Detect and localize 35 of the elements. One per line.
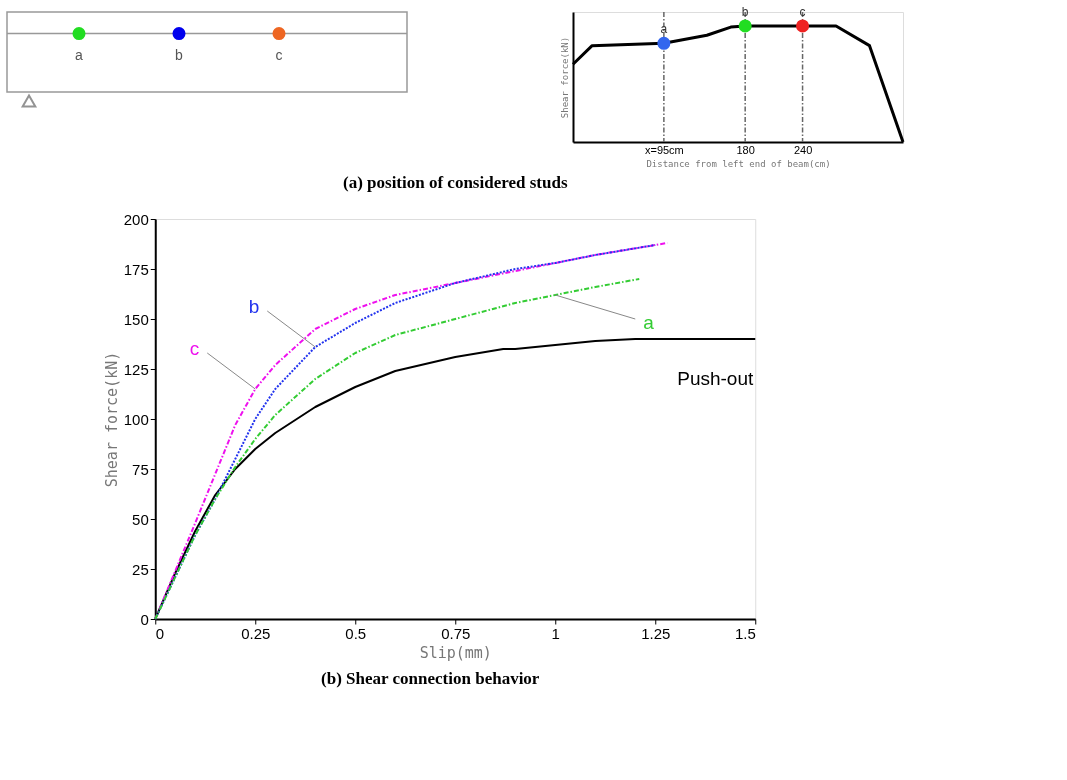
x-tick-label: 0.75	[441, 624, 471, 642]
x-tick-label: x=95cm	[644, 143, 684, 156]
x-tick-label: 0	[155, 624, 165, 642]
y-tick-label: 150	[123, 310, 149, 328]
text: c	[275, 47, 283, 63]
y-tick-label: 50	[132, 510, 149, 528]
x-tick-label: 240	[793, 143, 813, 156]
text: b	[175, 47, 184, 63]
annotation: c	[799, 4, 806, 19]
text: (a) position of considered studs	[343, 172, 568, 192]
y-tick-label: 125	[123, 360, 149, 378]
text: c	[189, 338, 200, 359]
y-tick-label: 0	[140, 610, 149, 628]
y-tick-label: 100	[123, 410, 149, 428]
y-tick-label: 175	[123, 260, 149, 278]
series-label: Push-out	[677, 368, 754, 389]
x-axis-title: Distance from left end of beam(cm)	[646, 158, 831, 169]
y-tick-label: 75	[132, 460, 149, 478]
x-tick-label: 1.25	[641, 624, 671, 642]
x-tick-label: 180	[736, 143, 755, 156]
text: a	[75, 47, 84, 63]
y-tick-label: 25	[132, 560, 149, 578]
annotation: a	[660, 22, 668, 37]
x-tick-label: 1	[551, 624, 560, 642]
x-tick-label: 0.5	[345, 624, 367, 642]
y-tick-label: 200	[123, 210, 149, 228]
series-label: a	[643, 312, 655, 333]
text: b	[248, 296, 260, 317]
x-tick-label: 1.5	[734, 624, 756, 642]
annotation: b	[741, 4, 749, 19]
y-axis-title: Shear force(kN)	[102, 351, 121, 488]
y-axis-title: Shear force(kN)	[559, 36, 570, 119]
x-tick-label: 0.25	[241, 624, 271, 642]
x-axis-title: Slip(mm)	[419, 643, 492, 662]
text: (b) Shear connection behavior	[321, 668, 540, 688]
